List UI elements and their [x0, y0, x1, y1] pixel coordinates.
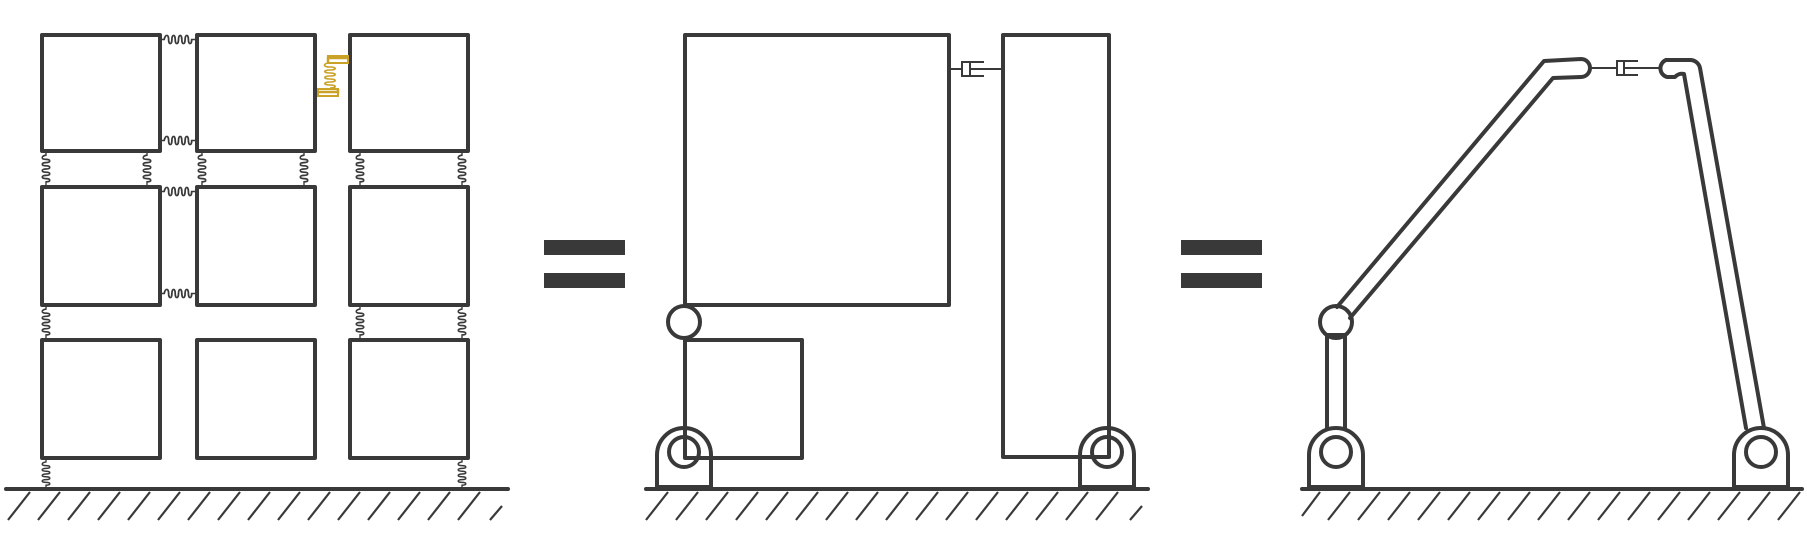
two-link-panel — [644, 33, 1150, 521]
left-arm-base-joint — [1307, 426, 1365, 489]
module-box-r1c2 — [195, 33, 317, 153]
spring-v-1 — [41, 153, 51, 185]
ground-hatching-2 — [645, 491, 1143, 521]
spring-v-6 — [457, 153, 467, 185]
linear-damper-3 — [1590, 60, 1659, 76]
spring-h-3 — [162, 186, 195, 197]
spring-v-9 — [457, 307, 467, 338]
highlighted-spring — [317, 55, 349, 97]
spring-h-1 — [162, 34, 195, 45]
module-box-r3c1 — [40, 338, 162, 460]
tall-link — [1001, 33, 1111, 459]
base-joint-right — [1078, 426, 1136, 489]
right-arm-segment — [1658, 58, 1766, 430]
equals-sign-2 — [1181, 240, 1262, 288]
module-box-r2c1 — [40, 185, 162, 307]
linear-damper-2 — [951, 61, 1001, 77]
spring-v-4 — [299, 153, 309, 185]
module-box-r2c3 — [348, 185, 470, 307]
ground-hatching-3 — [1301, 491, 1801, 521]
left-arm-lower-segment — [1325, 333, 1347, 430]
spring-h-2 — [162, 135, 195, 146]
modular-grid-panel — [4, 33, 510, 521]
robot-arms-panel — [1300, 57, 1804, 521]
module-box-r3c2 — [195, 338, 317, 460]
spring-h-4 — [162, 288, 195, 299]
lower-link — [683, 338, 804, 460]
spring-v-8 — [355, 307, 365, 338]
base-joint-left — [655, 426, 713, 489]
spring-ground-2 — [457, 460, 467, 488]
elbow-joint — [666, 304, 702, 340]
module-box-r3c3 — [348, 338, 470, 460]
right-arm-base-joint — [1732, 426, 1790, 489]
module-box-r1c1 — [40, 33, 162, 153]
spring-v-3 — [197, 153, 207, 185]
module-box-r2c2 — [195, 185, 317, 307]
module-box-r1c3 — [348, 33, 470, 153]
upper-link-large — [683, 33, 951, 307]
equals-sign-1 — [544, 240, 625, 288]
spring-ground-1 — [41, 460, 51, 488]
left-arm-upper-segment — [1335, 57, 1592, 320]
spring-v-7 — [41, 307, 51, 338]
left-arm-elbow-joint — [1318, 304, 1354, 340]
spring-v-5 — [355, 153, 365, 185]
spring-v-2 — [142, 153, 152, 185]
ground-hatching-1 — [7, 491, 503, 521]
